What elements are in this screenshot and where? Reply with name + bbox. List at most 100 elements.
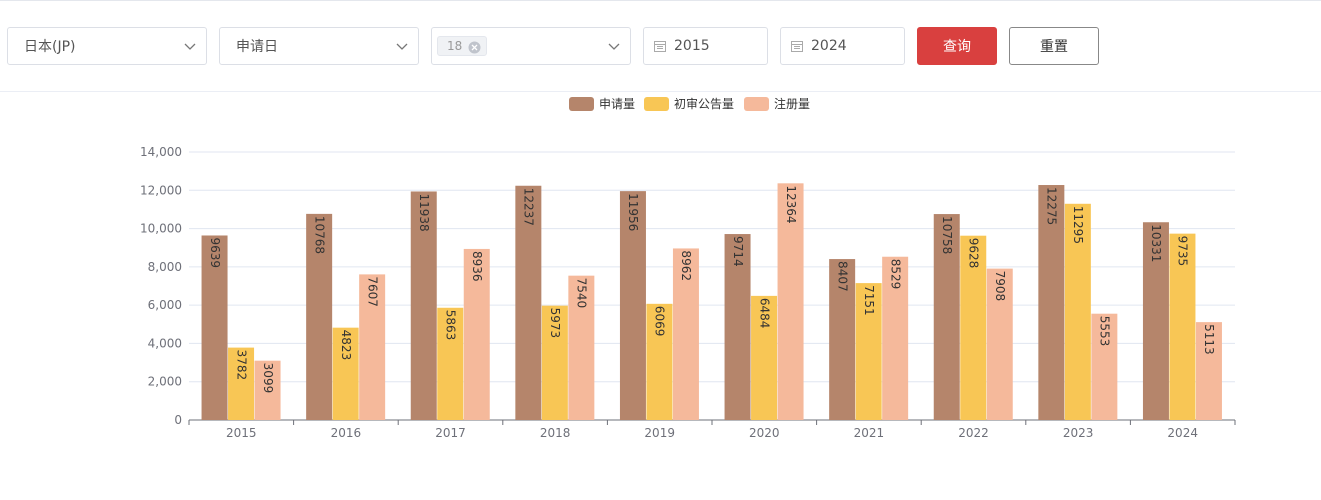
end-year-value: 2024 (811, 38, 847, 54)
bar (986, 268, 1013, 420)
data-label: 7908 (993, 271, 1007, 302)
data-label: 7540 (575, 278, 589, 309)
bar (672, 248, 699, 420)
bar (855, 283, 882, 420)
bar (1169, 233, 1196, 420)
data-label: 12237 (522, 188, 536, 226)
bar (882, 256, 909, 420)
bar (201, 235, 228, 420)
dropdown-arrow (608, 43, 620, 50)
query-button[interactable]: 查询 (917, 27, 997, 65)
data-label: 9735 (1176, 236, 1190, 267)
data-label: 8962 (679, 250, 693, 281)
calendar-icon (791, 41, 803, 52)
bar (1064, 203, 1091, 420)
data-label: 9714 (731, 236, 745, 267)
legend-swatch (569, 97, 594, 111)
tag-select[interactable]: 18 (431, 27, 631, 65)
data-label: 12275 (1045, 187, 1059, 225)
bar (619, 191, 646, 420)
bar (1195, 322, 1222, 420)
x-tick-label: 2022 (958, 426, 989, 440)
data-label: 9628 (967, 238, 981, 269)
y-tick-label: 14,000 (140, 145, 182, 159)
bar (359, 274, 386, 420)
bar (1091, 313, 1118, 420)
date-type-value: 申请日 (236, 39, 278, 55)
x-tick-label: 2020 (749, 426, 780, 440)
end-year-input[interactable]: 2024 (780, 27, 905, 65)
x-tick-label: 2015 (226, 426, 257, 440)
x-tick-label: 2023 (1063, 426, 1094, 440)
bar (646, 303, 673, 420)
data-label: 4823 (339, 330, 353, 361)
data-label: 5113 (1202, 324, 1216, 355)
bar (960, 235, 987, 420)
bar (724, 234, 751, 420)
data-label: 11956 (626, 193, 640, 231)
y-tick-label: 12,000 (140, 183, 182, 197)
bar (829, 259, 856, 420)
data-label: 3782 (234, 350, 248, 381)
bar (463, 248, 490, 420)
bar (254, 360, 281, 420)
y-tick-label: 10,000 (140, 222, 182, 236)
data-label: 7607 (365, 276, 379, 307)
bar (1142, 222, 1169, 420)
data-label: 5973 (548, 308, 562, 339)
x-tick-label: 2016 (331, 426, 362, 440)
top-border (0, 0, 1321, 1)
data-label: 5553 (1098, 316, 1112, 347)
calendar-icon (654, 41, 666, 52)
x-tick-label: 2019 (644, 426, 675, 440)
legend-swatch (644, 97, 669, 111)
y-tick-label: 2,000 (148, 375, 182, 389)
data-label: 10758 (940, 216, 954, 254)
y-tick-label: 4,000 (148, 336, 182, 350)
reset-button[interactable]: 重置 (1009, 27, 1099, 65)
bar (933, 214, 960, 420)
data-label: 5863 (444, 310, 458, 341)
bar (1038, 185, 1065, 420)
data-label: 6484 (757, 298, 771, 329)
bar (228, 347, 255, 420)
bar (568, 275, 595, 420)
country-value: 日本(JP) (24, 39, 76, 55)
dropdown-arrow (184, 43, 196, 50)
start-year-input[interactable]: 2015 (643, 27, 768, 65)
bar (777, 183, 804, 420)
divider (0, 91, 1321, 92)
legend-label: 初审公告量 (674, 96, 734, 111)
bar (541, 305, 568, 420)
bar (437, 307, 464, 420)
data-label: 11938 (417, 193, 431, 231)
data-label: 8407 (835, 261, 849, 292)
data-label: 11295 (1071, 206, 1085, 244)
bar (410, 191, 437, 420)
legend-swatch (744, 97, 769, 111)
data-label: 9639 (208, 237, 222, 268)
start-year-value: 2015 (674, 38, 710, 54)
tag: 18 (437, 36, 488, 56)
data-label: 8529 (888, 259, 902, 290)
bar (332, 327, 359, 420)
tag-text: 18 (447, 39, 463, 53)
y-tick-label: 6,000 (148, 298, 182, 312)
data-label: 6069 (653, 306, 667, 337)
country-select[interactable]: 日本(JP) (7, 27, 207, 65)
bar (515, 185, 542, 420)
data-label: 8936 (470, 251, 484, 282)
data-label: 10331 (1149, 224, 1163, 262)
data-label: 7151 (862, 285, 876, 316)
y-tick-label: 8,000 (148, 260, 182, 274)
data-label: 10768 (312, 216, 326, 254)
tag-close[interactable] (468, 41, 481, 54)
legend-label: 申请量 (599, 97, 635, 111)
dropdown-arrow (396, 43, 408, 50)
date-type-select[interactable]: 申请日 (219, 27, 419, 65)
data-label: 3099 (261, 363, 275, 394)
bar (306, 213, 333, 420)
x-tick-label: 2021 (854, 426, 885, 440)
